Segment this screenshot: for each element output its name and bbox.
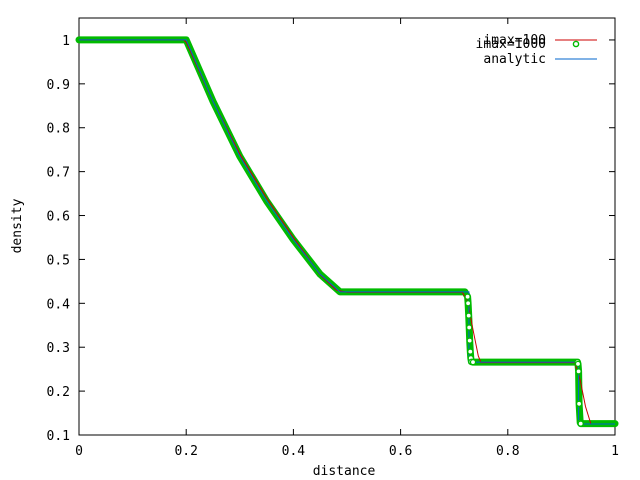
x-tick-label: 0.6 [389,444,412,459]
legend-label-imax1000: imax=1000 [476,37,546,52]
y-tick-label: 0.8 [47,122,70,137]
y-tick-label: 0.7 [47,166,70,181]
x-tick-label: 0.8 [496,444,519,459]
series-imax1000-point [466,324,473,331]
y-tick-label: 0.2 [47,385,70,400]
y-tick-label: 0.3 [47,341,70,356]
series-imax1000-point [575,400,583,407]
series-imax1000-point [465,312,472,319]
x-tick-label: 1 [611,444,619,459]
legend-label-imax100: imax=100 [483,33,546,48]
series-imax1000-point [464,293,471,300]
series-imax1000-point [574,360,582,367]
x-tick-label: 0.4 [282,444,306,459]
series-imax1000-point [577,420,584,427]
series-layer [75,36,619,428]
legend: imax=100 imax=1000 analytic [476,33,597,67]
plot-frame [78,17,616,436]
y-tick-label: 1 [62,34,70,49]
series-imax1000-point [575,368,582,375]
x-tick-label: 0 [75,444,83,459]
legend-label-analytic: analytic [483,52,546,67]
series-imax1000-point [469,359,477,366]
y-tick-label: 0.9 [47,78,70,93]
y-axis-label: density [10,198,25,253]
series-imax100-line [79,39,615,425]
y-tick-label: 0.4 [47,297,71,312]
y-tick-label: 0.6 [47,210,70,225]
series-imax1000-point [467,348,474,355]
x-tick-label: 0.2 [174,444,197,459]
y-tick-label: 0.5 [47,253,70,268]
series-analytic-line [79,39,615,425]
y-tick-label: 0.1 [47,429,70,444]
series-imax1000-point [465,300,472,307]
x-axis-label: distance [313,464,376,479]
axis-ticks: 0 0.2 0.4 0.6 0.8 1 0.1 0.2 0.3 0.4 0.5 0.6 0.7 0.8 0.… [47,18,619,459]
legend-sample-imax1000 [572,40,580,48]
series-imax1000-point [466,337,473,344]
series-imax1000-band [75,36,619,428]
